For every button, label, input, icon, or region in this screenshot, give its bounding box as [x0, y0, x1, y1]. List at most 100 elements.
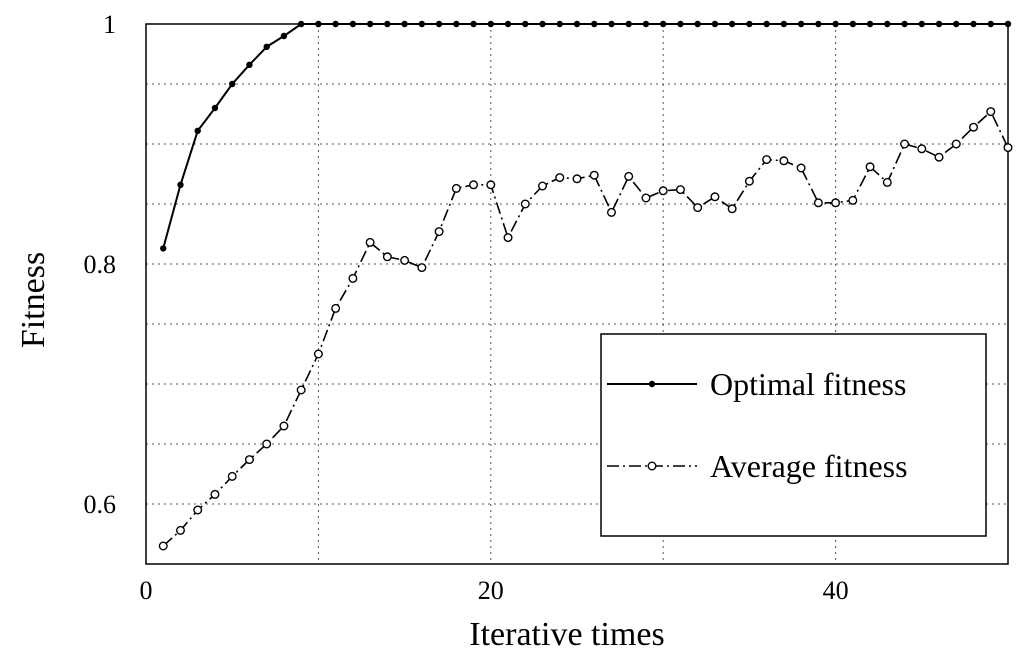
data-point-optimal	[349, 20, 357, 28]
data-point-average	[606, 207, 616, 217]
data-point-average	[555, 173, 565, 183]
data-point-optimal	[711, 20, 719, 28]
tick-labels: 0 20 40 0.6 0.8 1	[84, 10, 849, 605]
data-point-optimal	[625, 20, 632, 28]
data-point-optimal	[797, 20, 805, 28]
data-point-optimal	[918, 20, 925, 28]
data-point-average	[193, 505, 203, 515]
data-point-optimal	[763, 20, 770, 28]
x-axis-title: Iterative times	[469, 616, 664, 653]
data-point-average	[796, 163, 806, 173]
data-point-optimal	[453, 20, 460, 28]
data-point-optimal	[194, 127, 201, 134]
x-tick-label: 40	[823, 576, 849, 605]
data-point-average	[382, 252, 392, 262]
data-point-optimal	[470, 20, 477, 28]
data-point-optimal	[815, 20, 822, 28]
data-point-optimal	[401, 20, 408, 28]
data-point-optimal	[866, 20, 874, 28]
data-point-average	[503, 233, 513, 243]
data-point-optimal	[884, 20, 891, 28]
data-point-optimal	[677, 20, 684, 28]
data-point-optimal	[556, 20, 563, 28]
data-point-optimal	[694, 20, 701, 28]
data-point-optimal	[315, 20, 322, 28]
data-point-average	[486, 180, 496, 190]
data-point-optimal	[246, 61, 253, 68]
y-tick-label: 0.8	[84, 250, 117, 279]
data-point-optimal	[608, 20, 615, 28]
data-point-optimal	[332, 20, 339, 28]
data-point-average	[469, 180, 479, 190]
data-point-average	[538, 181, 548, 191]
data-point-optimal	[211, 104, 219, 112]
data-point-average	[917, 144, 927, 154]
data-point-optimal	[263, 43, 270, 50]
legend-marker-optimal	[648, 380, 656, 388]
data-point-average	[900, 139, 910, 149]
legend-marker-average	[647, 461, 657, 471]
data-point-average	[848, 195, 858, 205]
data-point-average	[244, 455, 254, 465]
data-point-average	[762, 155, 772, 165]
data-point-average	[313, 349, 323, 359]
data-point-optimal	[384, 20, 391, 28]
data-point-optimal	[160, 245, 167, 252]
data-point-average	[882, 177, 892, 187]
data-point-average	[986, 107, 996, 117]
data-point-average	[400, 255, 410, 265]
data-point-average	[675, 185, 685, 195]
data-point-optimal	[832, 20, 839, 28]
data-point-optimal	[728, 20, 736, 28]
data-point-optimal	[780, 20, 788, 28]
data-point-average	[175, 525, 185, 535]
data-point-optimal	[935, 20, 943, 28]
legend-label-optimal: Optimal fitness	[710, 366, 906, 402]
data-point-average	[589, 170, 599, 180]
data-point-average	[262, 439, 272, 449]
data-point-average	[365, 237, 375, 247]
data-point-optimal	[418, 20, 426, 28]
data-point-average	[934, 152, 944, 162]
data-point-optimal	[297, 20, 305, 28]
data-point-average	[624, 171, 634, 181]
data-point-optimal	[970, 20, 977, 28]
data-point-average	[831, 198, 841, 208]
data-point-average	[210, 489, 220, 499]
data-point-average	[951, 139, 961, 149]
data-point-average	[710, 192, 720, 202]
data-point-optimal	[591, 20, 598, 28]
data-point-optimal	[487, 20, 494, 28]
legend-box	[600, 333, 987, 537]
y-tick-label: 0.6	[84, 490, 117, 519]
y-tick-label: 1	[103, 10, 116, 39]
data-point-average	[331, 303, 341, 313]
data-point-average	[865, 162, 875, 172]
data-point-average	[348, 273, 358, 283]
data-point-average	[296, 385, 306, 395]
data-point-optimal	[539, 20, 546, 28]
data-point-optimal	[366, 20, 374, 28]
data-point-optimal	[1004, 20, 1012, 28]
data-point-optimal	[280, 32, 288, 40]
data-point-optimal	[435, 20, 443, 28]
data-point-optimal	[901, 20, 908, 28]
data-point-optimal	[660, 20, 667, 28]
data-point-optimal	[504, 20, 512, 28]
data-point-optimal	[953, 20, 960, 28]
data-point-average	[417, 263, 427, 273]
data-point-average	[227, 471, 237, 481]
data-point-average	[451, 183, 461, 193]
data-point-average	[779, 156, 789, 166]
data-point-optimal	[642, 20, 650, 28]
data-point-average	[572, 174, 582, 184]
y-axis-title: Fitness	[15, 252, 52, 348]
series-layer	[158, 20, 1013, 551]
x-tick-label: 20	[478, 576, 504, 605]
data-point-average	[520, 199, 530, 209]
data-point-average	[693, 203, 703, 213]
data-point-average	[969, 122, 979, 132]
data-point-average	[727, 204, 737, 214]
data-point-average	[158, 541, 168, 551]
